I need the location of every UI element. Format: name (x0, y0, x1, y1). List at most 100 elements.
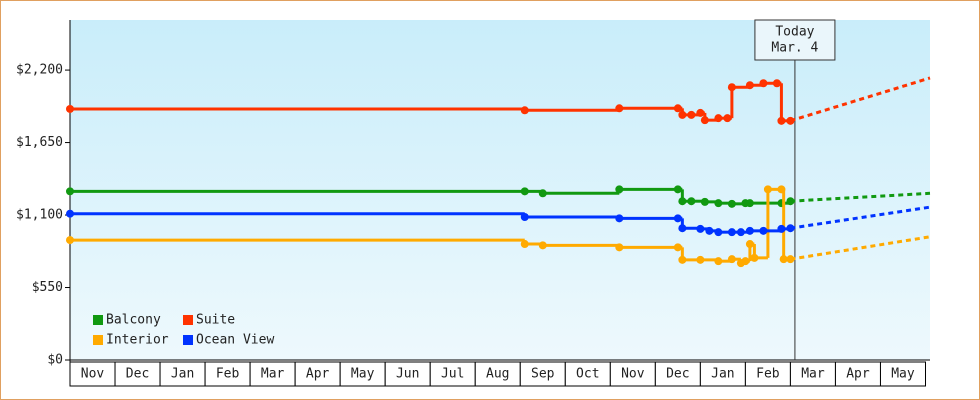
price-point (66, 104, 74, 113)
price-point (673, 243, 682, 252)
y-tick-label: $1,650 (16, 135, 63, 150)
today-label: Mar. 4 (771, 41, 818, 56)
projection (790, 205, 931, 230)
x-tick-label: Sep (531, 367, 555, 382)
price-point (714, 199, 723, 208)
x-tick-label: Dec (666, 367, 689, 382)
price-point (696, 108, 705, 117)
x-tick-label: Jul (441, 367, 464, 382)
price-point (759, 79, 768, 88)
legend-label: Suite (196, 313, 235, 328)
y-tick-label: $550 (32, 280, 63, 295)
price-point (727, 255, 736, 264)
x-tick-label: Dec (126, 367, 149, 382)
x-tick-label: Mar (261, 367, 285, 382)
x-tick-box (384, 361, 431, 387)
x-tick-label: May (351, 367, 375, 382)
price-point (714, 114, 723, 123)
y-tick-label: $2,200 (16, 63, 63, 78)
x-tick-box (654, 361, 701, 387)
x-tick-box (879, 361, 926, 387)
x-tick-box (519, 361, 566, 387)
x-tick-label: Nov (81, 367, 105, 382)
legend-label: Balcony (106, 313, 161, 328)
price-point (678, 197, 687, 206)
legend-label: Ocean View (196, 333, 274, 348)
x-tick-box (69, 361, 116, 387)
y-tick-label: $1,100 (16, 208, 63, 223)
x-tick-label: Mar (801, 367, 825, 382)
price-point (687, 110, 696, 119)
price-point (673, 185, 682, 194)
price-point (763, 185, 772, 194)
price-point (615, 104, 624, 113)
price-point (777, 224, 786, 233)
price-point (777, 185, 786, 194)
x-tick-label: Jan (711, 367, 734, 382)
x-tick-box (294, 361, 341, 387)
price-point (745, 226, 754, 235)
price-point (777, 116, 786, 125)
legend-swatch (183, 315, 193, 325)
x-tick-label: Oct (576, 367, 599, 382)
price-point (520, 106, 529, 115)
price-point (779, 255, 788, 264)
price-point (673, 214, 682, 223)
price-point (520, 240, 529, 249)
price-point (678, 224, 687, 233)
price-point (745, 199, 754, 208)
price-point (736, 228, 745, 237)
price-point (745, 240, 754, 249)
x-tick-label: Feb (216, 367, 240, 382)
price-point (745, 81, 754, 90)
price-point (678, 110, 687, 119)
legend-swatch (183, 335, 193, 345)
projection (789, 76, 931, 123)
price-point (66, 209, 74, 218)
price-point (66, 236, 74, 245)
x-tick-label: Nov (621, 367, 645, 382)
x-tick-label: Jan (171, 367, 194, 382)
x-tick-box (339, 361, 386, 387)
x-tick-label: Jun (396, 367, 419, 382)
price-point (615, 185, 624, 194)
price-point (714, 228, 723, 237)
price-point (538, 241, 547, 250)
price-point (759, 226, 768, 235)
price-point (741, 257, 750, 266)
price-point (727, 199, 736, 208)
x-tick-box (834, 361, 881, 387)
legend-swatch (93, 315, 103, 325)
projection (790, 235, 931, 261)
price-point (705, 226, 714, 235)
price-point (786, 255, 795, 264)
price-point (700, 116, 709, 125)
x-tick-box (699, 361, 746, 387)
price-point (520, 187, 529, 196)
price-point (727, 228, 736, 237)
price-point (772, 79, 781, 88)
today-box (754, 19, 836, 61)
x-tick-box (744, 361, 791, 387)
price-point (615, 243, 624, 252)
x-tick-box (609, 361, 656, 387)
price-point (696, 224, 705, 233)
price-point (538, 189, 547, 198)
price-point (66, 187, 74, 196)
x-tick-box (789, 361, 836, 387)
x-tick-box (474, 361, 521, 387)
price-point (700, 197, 709, 206)
x-tick-label: Aug (486, 367, 509, 382)
price-point (687, 197, 696, 206)
y-tick-label: $0 (47, 353, 63, 368)
x-tick-label: Apr (846, 367, 870, 382)
x-tick-label: May (891, 367, 915, 382)
x-tick-box (249, 361, 296, 387)
x-tick-label: Feb (756, 367, 780, 382)
price-point (786, 116, 795, 125)
price-point (673, 104, 682, 113)
legend-swatch (93, 335, 103, 345)
today-label: Today (775, 25, 814, 40)
x-tick-box (564, 361, 611, 387)
